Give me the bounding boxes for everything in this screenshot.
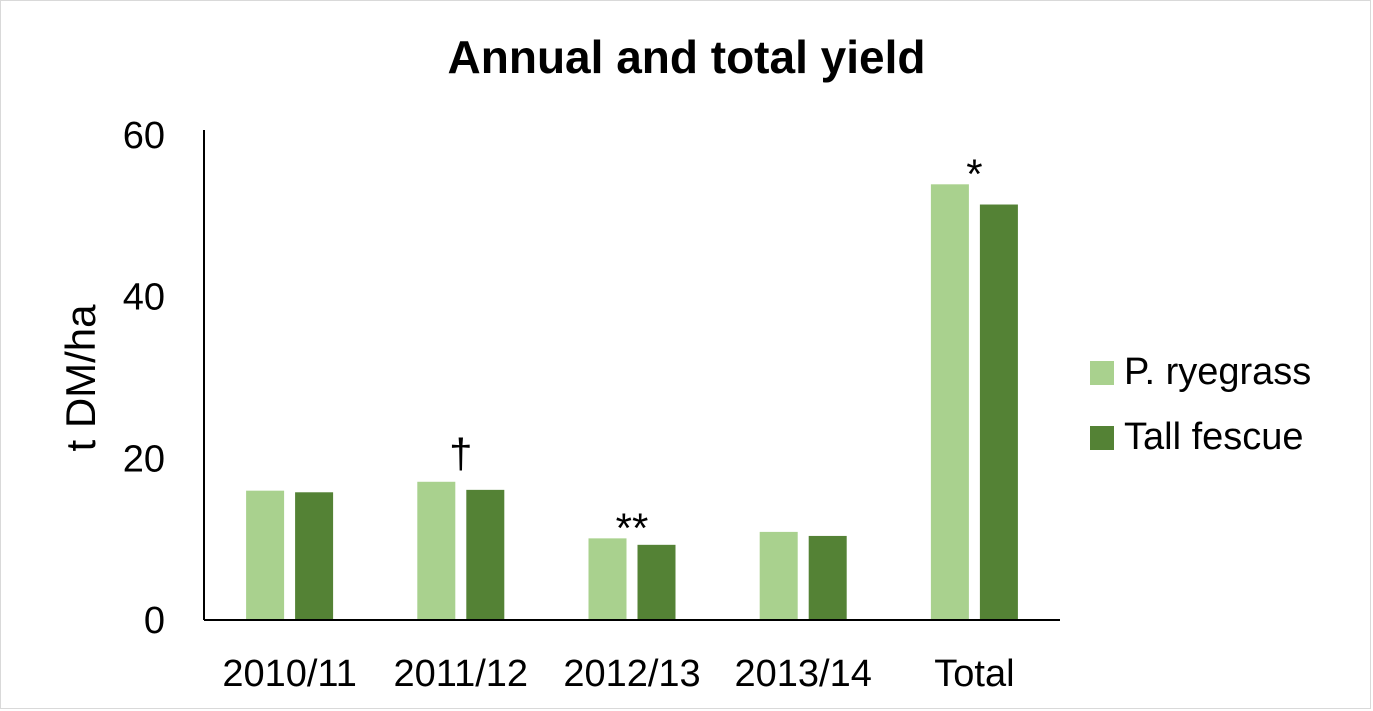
bar-tall-fescue: [295, 492, 334, 620]
bar-ryegrass: [246, 490, 285, 620]
bar-tall-fescue: [637, 544, 676, 620]
bars: [246, 184, 1018, 620]
bar-ryegrass: [759, 531, 798, 620]
bar-tall-fescue: [466, 489, 505, 620]
y-tick-label: 60: [123, 115, 165, 157]
legend-item-ryegrass: P. ryegrass: [1090, 350, 1311, 395]
x-tick-label: 2013/14: [735, 653, 872, 695]
y-axis-ticks: 0 20 40 60: [123, 115, 165, 642]
bar-ryegrass: [588, 538, 627, 620]
y-axis-label: t DM/ha: [57, 304, 104, 452]
legend-label-ryegrass: P. ryegrass: [1124, 351, 1312, 393]
bar-tall-fescue: [979, 204, 1018, 620]
y-tick-label: 0: [144, 600, 165, 642]
significance-marker: **: [616, 504, 649, 551]
significance-marker: †: [449, 430, 472, 477]
chart-title: Annual and total yield: [447, 31, 926, 83]
bar-tall-fescue: [808, 535, 847, 620]
bar-ryegrass: [930, 184, 969, 620]
x-axis-ticks: 2010/11 2011/12 2012/13 2013/14 Total: [222, 653, 1014, 695]
legend: P. ryegrass Tall fescue: [1090, 350, 1311, 480]
y-tick-label: 40: [123, 277, 165, 319]
legend-label-tall-fescue: Tall fescue: [1124, 416, 1304, 458]
x-tick-label: Total: [934, 653, 1014, 695]
bar-ryegrass: [417, 481, 456, 620]
legend-swatch-tall-fescue: [1090, 425, 1114, 450]
significance-annotations: †***: [449, 150, 982, 551]
x-tick-label: 2011/12: [394, 653, 529, 695]
y-tick-label: 20: [123, 438, 165, 480]
x-tick-label: 2010/11: [222, 653, 357, 695]
significance-marker: *: [966, 150, 982, 197]
legend-swatch-ryegrass: [1090, 360, 1114, 385]
legend-item-tall-fescue: Tall fescue: [1090, 415, 1311, 460]
x-tick-label: 2012/13: [563, 653, 700, 695]
